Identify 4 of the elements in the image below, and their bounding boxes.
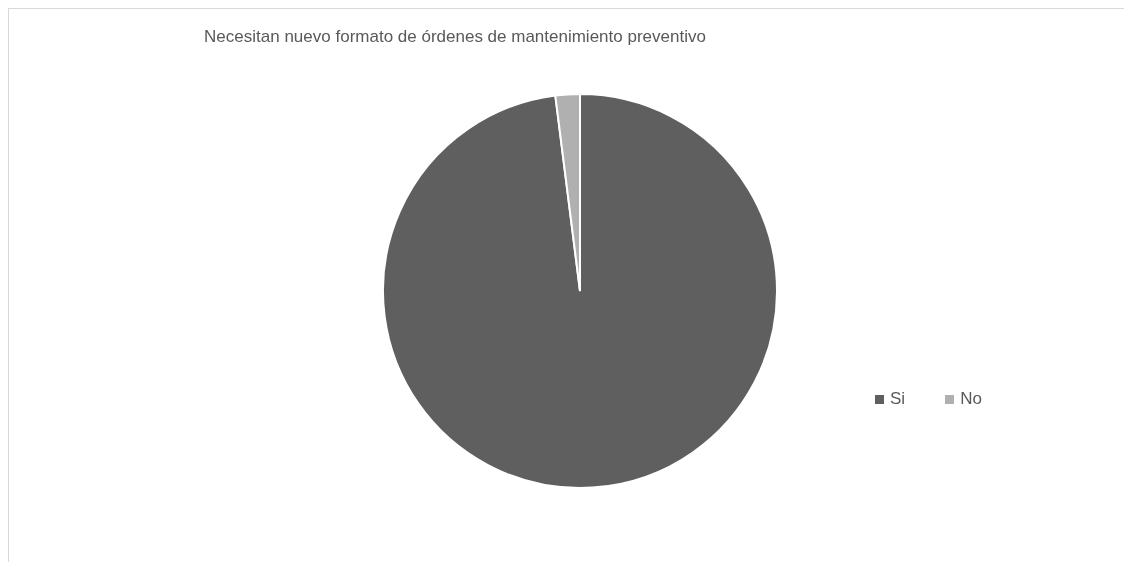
legend-label: No bbox=[960, 389, 982, 409]
pie-slice bbox=[382, 93, 778, 489]
legend-label: Si bbox=[890, 389, 906, 409]
chart-title: Necesitan nuevo formato de órdenes de mantenimiento preventivo bbox=[203, 27, 707, 47]
